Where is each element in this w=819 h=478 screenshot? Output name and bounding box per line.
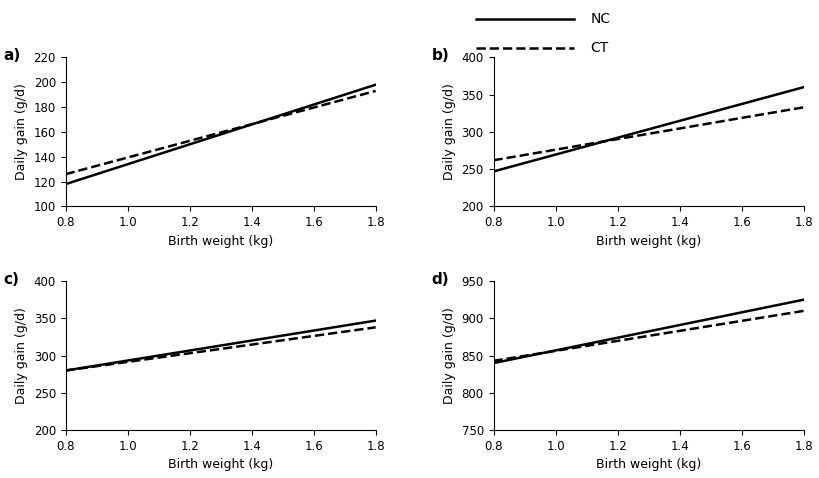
Text: CT: CT: [590, 41, 608, 55]
Text: d): d): [431, 272, 449, 287]
X-axis label: Birth weight (kg): Birth weight (kg): [168, 235, 273, 248]
Y-axis label: Daily gain (g/d): Daily gain (g/d): [442, 84, 455, 180]
Text: c): c): [3, 272, 20, 287]
X-axis label: Birth weight (kg): Birth weight (kg): [595, 458, 700, 471]
Text: NC: NC: [590, 12, 610, 26]
Y-axis label: Daily gain (g/d): Daily gain (g/d): [15, 84, 28, 180]
X-axis label: Birth weight (kg): Birth weight (kg): [595, 235, 700, 248]
X-axis label: Birth weight (kg): Birth weight (kg): [168, 458, 273, 471]
Text: b): b): [431, 48, 449, 64]
Text: a): a): [3, 48, 20, 64]
Y-axis label: Daily gain (g/d): Daily gain (g/d): [15, 307, 28, 404]
Y-axis label: Daily gain (g/d): Daily gain (g/d): [442, 307, 455, 404]
